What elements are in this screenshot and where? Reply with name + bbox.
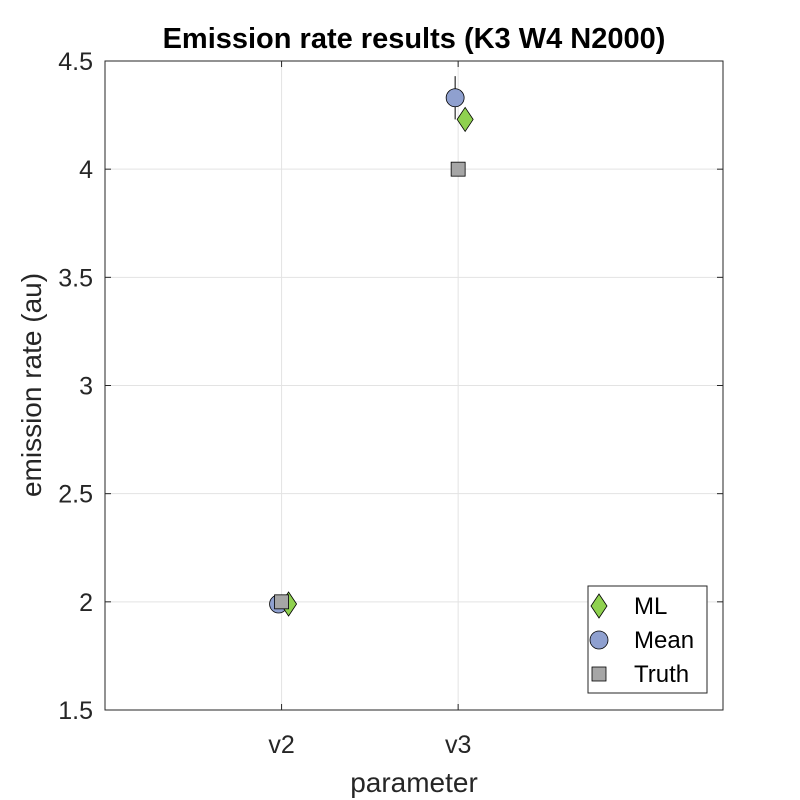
legend-marker-mean	[589, 630, 609, 650]
point-truth	[450, 161, 466, 177]
legend-label-ml: ML	[634, 593, 667, 620]
point-truth	[274, 594, 289, 610]
legend-marker-ml	[590, 593, 608, 619]
legend-marker-truth	[591, 666, 607, 682]
plot-frame	[104, 60, 724, 711]
legend: ML Mean Truth	[587, 585, 708, 694]
point-mean	[445, 88, 465, 108]
data-marks	[269, 76, 474, 617]
legend-label-truth: Truth	[634, 661, 689, 688]
point-ml	[456, 106, 474, 133]
chart-title: Emission rate results (K3 W4 N2000)	[163, 23, 666, 55]
x-axis-label: parameter	[350, 767, 478, 798]
x-tick-label: v3	[445, 731, 471, 759]
y-tick-label: 2	[79, 589, 93, 617]
axes	[104, 60, 724, 711]
x-tick-label: v2	[268, 731, 294, 759]
y-tick-label: 4	[79, 156, 93, 184]
y-tick-label: 1.5	[58, 697, 93, 725]
y-tick-label: 3.5	[58, 264, 93, 292]
tick-labels: 1.5 2 2.5 3 3.5 4 4.5 v2 v3	[58, 48, 471, 759]
y-tick-label: 4.5	[58, 48, 93, 76]
y-tick-label: 2.5	[58, 481, 93, 509]
legend-label-mean: Mean	[634, 627, 694, 654]
y-axis-label: emission rate (au)	[16, 273, 47, 497]
y-tick-label: 3	[79, 373, 93, 401]
